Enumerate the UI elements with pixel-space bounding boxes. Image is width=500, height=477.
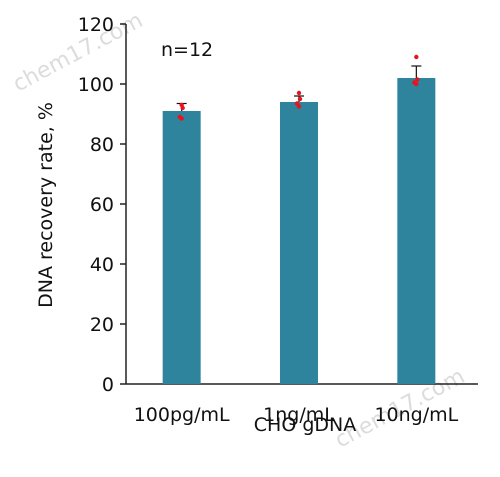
x-axis-title: CHO gDNA: [254, 414, 356, 436]
data-point: [297, 96, 303, 102]
y-tick-label: 80: [90, 134, 114, 156]
x-tick-label: 10ng/mL: [374, 404, 458, 426]
sample-size-annotation: n=12: [161, 39, 213, 61]
bar: [397, 78, 436, 384]
x-tick-label: 1ng/mL: [263, 404, 335, 426]
y-tick-label: 40: [90, 254, 114, 276]
bar: [162, 111, 201, 384]
y-tick-label: 20: [90, 314, 114, 336]
y-axis-title: DNA recovery rate, %: [35, 102, 57, 308]
data-point: [414, 81, 419, 87]
data-point: [415, 77, 420, 82]
bar: [280, 102, 318, 384]
y-tick-label: 120: [78, 14, 114, 36]
data-point: [180, 105, 185, 111]
data-point: [296, 104, 302, 109]
data-point: [296, 90, 302, 96]
plot-area: 0 20 40 60 80 100 120 100pg/mL 1ng/mL 10ng/mL: [78, 14, 478, 426]
data-point: [179, 116, 184, 121]
data-point: [414, 54, 419, 60]
y-tick-label: 100: [78, 74, 114, 96]
y-tick-label: 60: [90, 194, 114, 216]
y-tick-label: 0: [102, 374, 114, 396]
x-tick-label: 100pg/mL: [134, 404, 230, 426]
